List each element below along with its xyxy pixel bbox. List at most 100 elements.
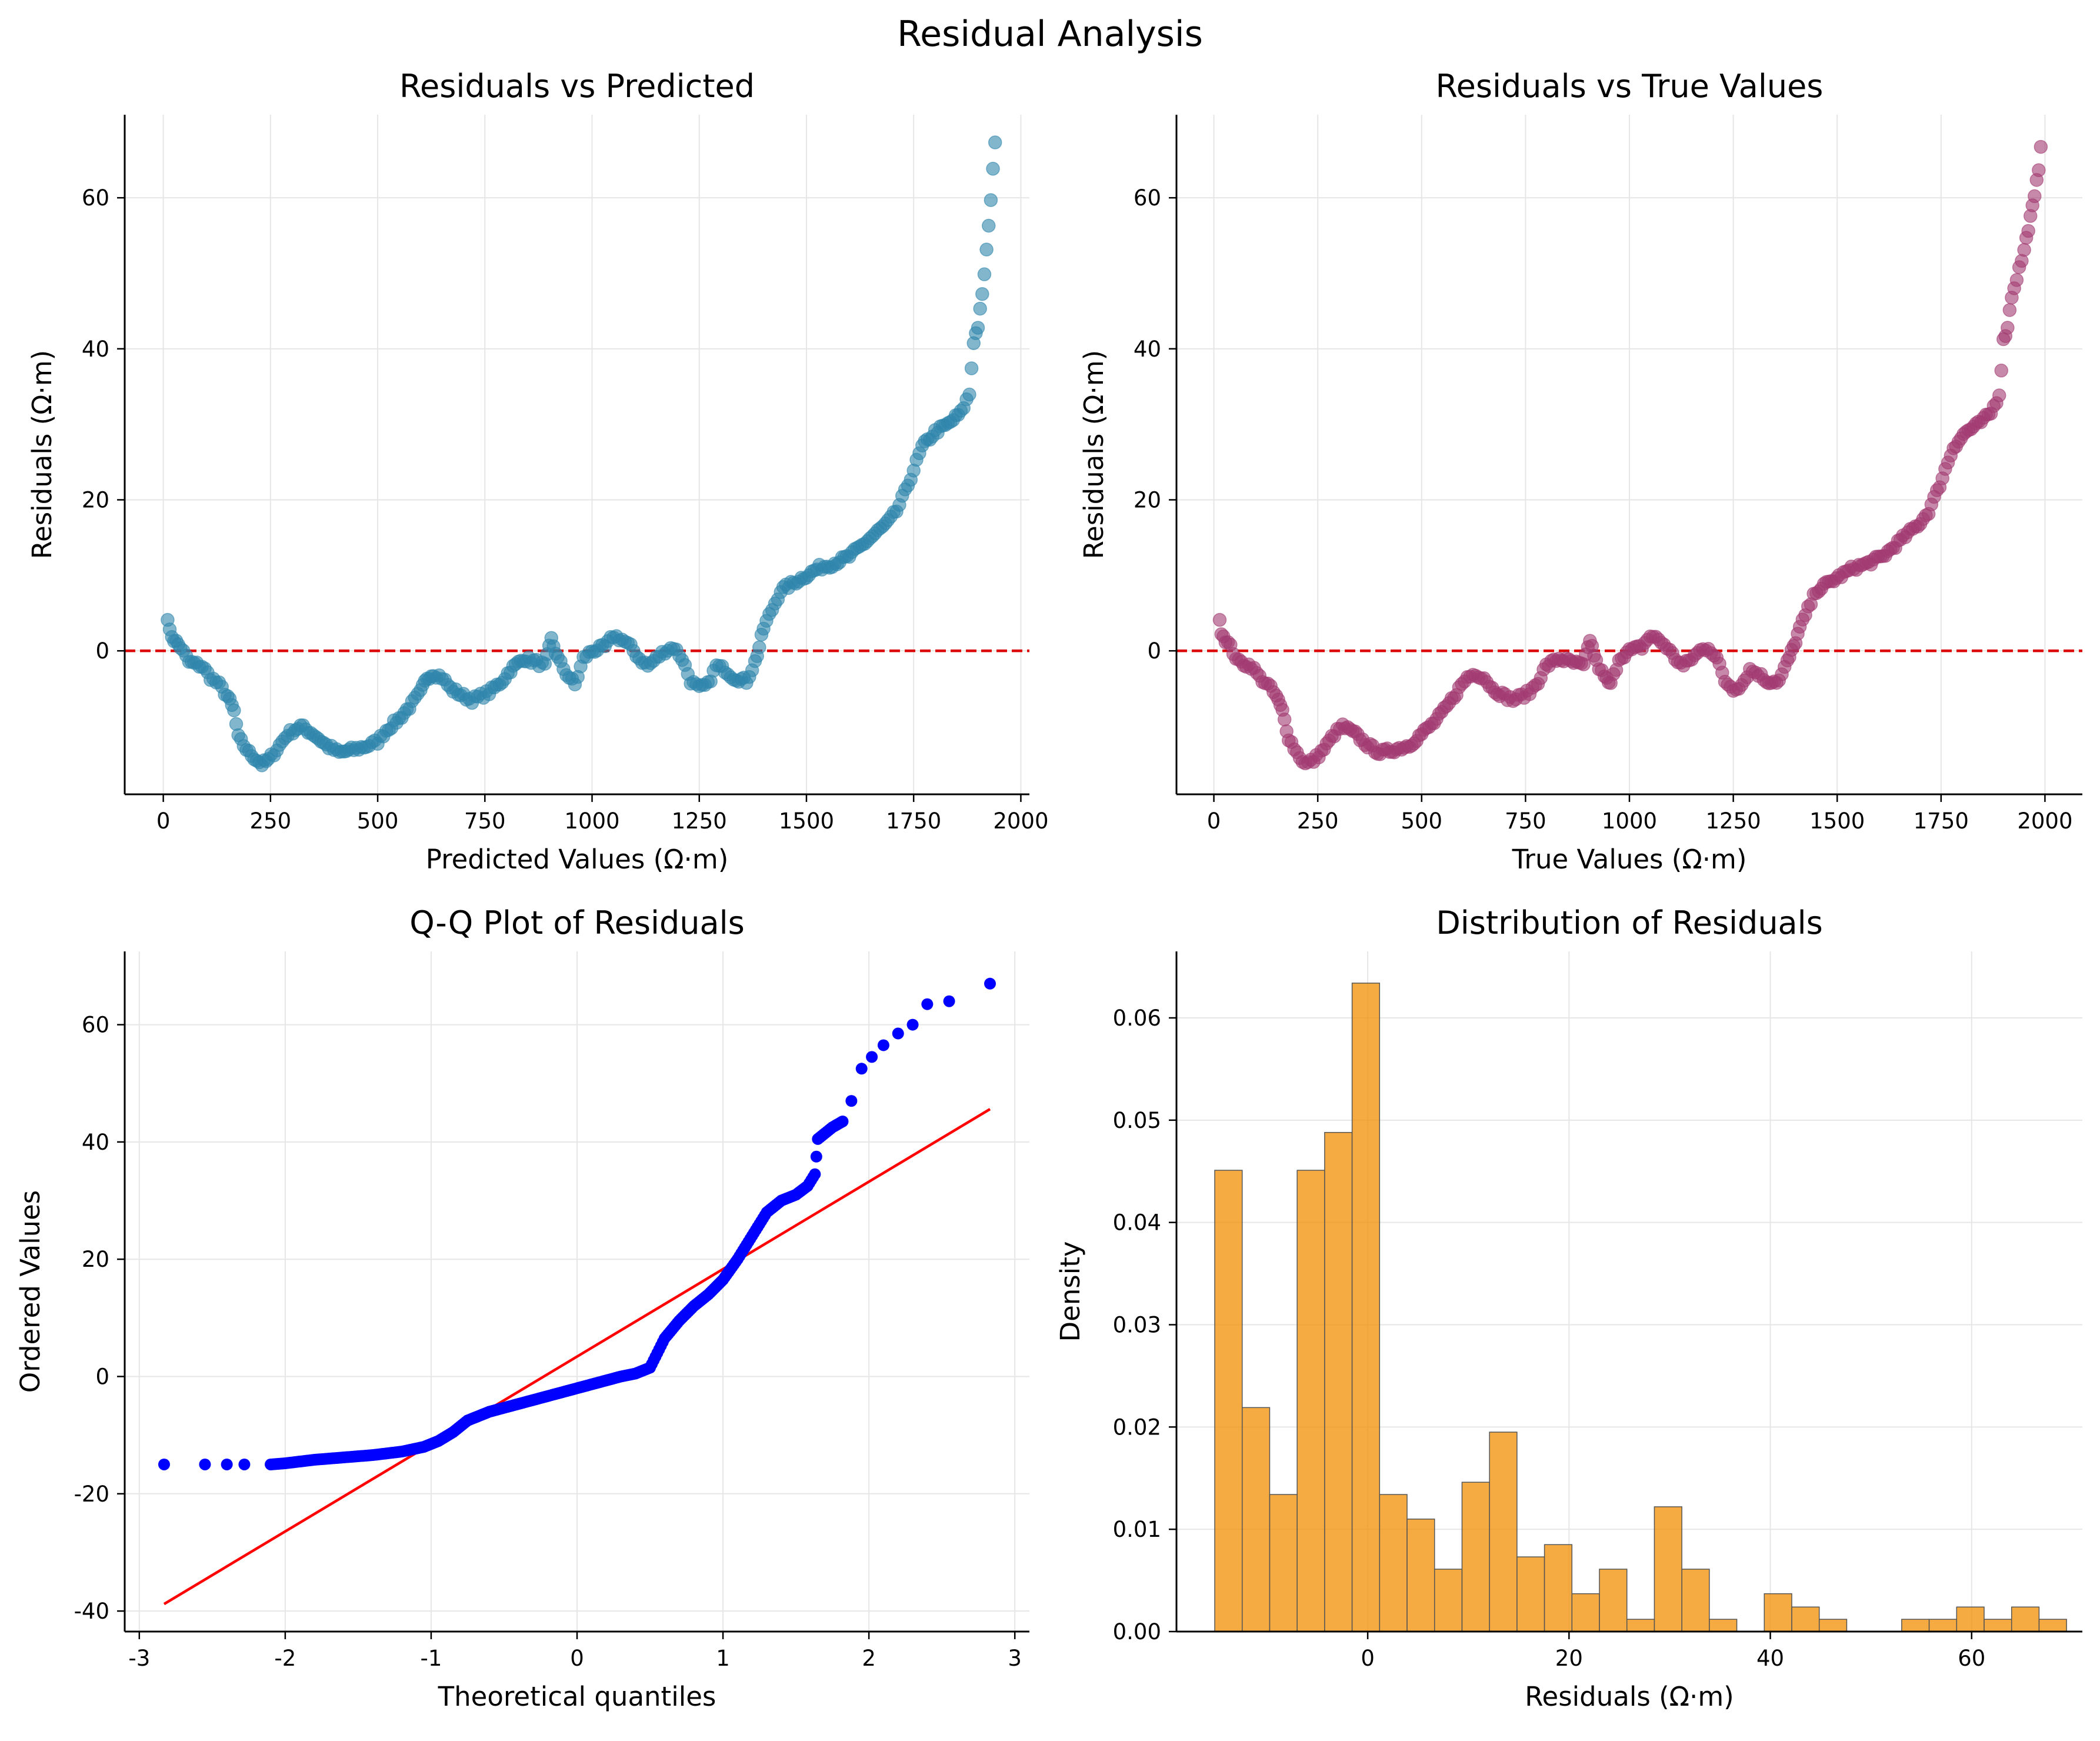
y-tick-label: 0 xyxy=(1147,638,1161,664)
data-point xyxy=(1277,713,1292,727)
y-tick-label: 0 xyxy=(95,1364,109,1390)
y-tick-label: 60 xyxy=(82,1013,109,1038)
histogram-bar xyxy=(1956,1606,1985,1632)
y-tick-label: 60 xyxy=(1134,185,1161,211)
y-tick-label: 0.05 xyxy=(1113,1108,1161,1133)
histogram-bar xyxy=(1489,1432,1518,1632)
y-tick-label: 60 xyxy=(82,185,109,211)
qq-point xyxy=(892,1027,904,1040)
figure-title: Residual Analysis xyxy=(897,14,1203,55)
y-tick-label: 0.00 xyxy=(1113,1619,1161,1645)
y-tick-label: 40 xyxy=(1134,337,1161,362)
data-point xyxy=(982,218,996,233)
data-point xyxy=(1212,612,1227,627)
x-axis-label: Predicted Values (Ω·m) xyxy=(426,844,729,875)
subplot-title: Residuals vs Predicted xyxy=(399,68,755,105)
qq-point xyxy=(238,1458,251,1470)
data-point xyxy=(752,640,766,654)
qq-point xyxy=(845,1095,858,1107)
x-tick-label: 0 xyxy=(156,808,171,834)
subplot-qq: -3 -2 -1 0 1 2 3 -40 -20 0 20 40 60 Q-Q Plot of Resid… xyxy=(15,904,1029,1712)
x-axis-label: Residuals (Ω·m) xyxy=(1525,1681,1734,1712)
x-tick-label: 2000 xyxy=(993,808,1048,834)
histogram-bar xyxy=(1379,1494,1408,1632)
histogram-bar xyxy=(1544,1544,1573,1632)
subplot-title: Q-Q Plot of Residuals xyxy=(409,904,744,941)
qq-point xyxy=(866,1051,878,1063)
y-tick-label: 0.04 xyxy=(1113,1210,1161,1236)
histogram-bar xyxy=(1571,1593,1600,1632)
x-tick-label: 1000 xyxy=(1602,808,1657,834)
data-point xyxy=(977,267,992,281)
data-point xyxy=(2001,321,2015,335)
subplot-title: Residuals vs True Values xyxy=(1436,68,1824,105)
histogram-bar xyxy=(1764,1593,1792,1632)
x-axis-label: Theoretical quantiles xyxy=(438,1681,716,1712)
histogram-bar xyxy=(1709,1619,1738,1632)
subplot-title: Distribution of Residuals xyxy=(1436,904,1823,941)
y-axis-label: Residuals (Ω·m) xyxy=(1078,350,1109,559)
x-tick-label: 0 xyxy=(570,1646,584,1671)
histogram-bar xyxy=(1516,1556,1545,1632)
y-tick-label: -20 xyxy=(74,1482,109,1507)
data-point xyxy=(2034,139,2048,154)
qq-point xyxy=(221,1458,233,1470)
data-point xyxy=(979,242,994,257)
data-point xyxy=(988,135,1002,149)
y-tick-label: 0.01 xyxy=(1113,1517,1161,1542)
histogram-bar xyxy=(1434,1569,1463,1632)
data-point xyxy=(227,703,241,718)
y-tick-label: 0.06 xyxy=(1113,1006,1161,1031)
qq-point xyxy=(158,1458,170,1470)
histogram-bar xyxy=(2011,1606,2040,1632)
y-tick-label: 40 xyxy=(82,1130,109,1155)
plot-area-qq xyxy=(158,977,996,1606)
data-point xyxy=(229,717,244,731)
histogram-bar xyxy=(1461,1482,1490,1632)
x-tick-label: 60 xyxy=(1958,1646,1985,1671)
histogram-bar xyxy=(1241,1407,1271,1632)
data-point xyxy=(971,321,985,335)
histogram-bar xyxy=(1626,1619,1655,1632)
histogram-bar xyxy=(1901,1619,1930,1632)
x-tick-label: 1000 xyxy=(564,808,619,834)
histogram-bar xyxy=(1599,1569,1628,1632)
x-tick-label: 0 xyxy=(1207,808,1221,834)
data-point xyxy=(962,387,976,402)
plot-area-hist xyxy=(1214,983,2067,1632)
grid-qq xyxy=(125,951,1029,1632)
grid-true xyxy=(1176,115,2082,794)
subplot-pred: 0 250 500 750 1000 1250 1500 1750 2000 0 20 40 60 Res… xyxy=(26,68,1049,875)
qq-point xyxy=(943,995,955,1007)
histogram-bar xyxy=(1406,1519,1435,1632)
data-point xyxy=(2032,163,2046,177)
histogram-bar xyxy=(1214,1170,1243,1632)
x-tick-label: 0 xyxy=(1361,1646,1375,1671)
histogram-bar xyxy=(1654,1506,1682,1632)
qq-point xyxy=(921,998,934,1010)
histogram-bar xyxy=(1351,983,1381,1632)
x-tick-label: 750 xyxy=(1505,808,1546,834)
data-point xyxy=(984,193,998,207)
data-point xyxy=(973,301,987,316)
x-tick-label: 2000 xyxy=(2017,808,2072,834)
histogram-bar xyxy=(1296,1170,1325,1632)
data-point xyxy=(2002,303,2017,317)
histogram-bar xyxy=(1269,1494,1298,1632)
y-axis-label: Residuals (Ω·m) xyxy=(26,350,58,559)
x-tick-label: 20 xyxy=(1555,1646,1583,1671)
qq-point xyxy=(809,1168,821,1180)
y-tick-label: 20 xyxy=(82,1247,109,1272)
x-tick-label: 1500 xyxy=(779,808,834,834)
data-point xyxy=(1992,388,2006,402)
plot-area-true xyxy=(1176,139,2082,771)
y-tick-label: -40 xyxy=(74,1599,109,1624)
x-tick-label: 500 xyxy=(357,808,399,834)
qq-point xyxy=(836,1116,849,1127)
subplot-hist: 0 20 40 60 0.00 0.01 0.02 0.03 0.04 0.05 0.06 Distr… xyxy=(1055,904,2082,1712)
qq-point xyxy=(906,1018,919,1031)
histogram-bar xyxy=(1324,1131,1353,1632)
data-point xyxy=(975,287,989,301)
x-tick-label: -3 xyxy=(128,1646,150,1671)
x-tick-label: 1250 xyxy=(672,808,727,834)
